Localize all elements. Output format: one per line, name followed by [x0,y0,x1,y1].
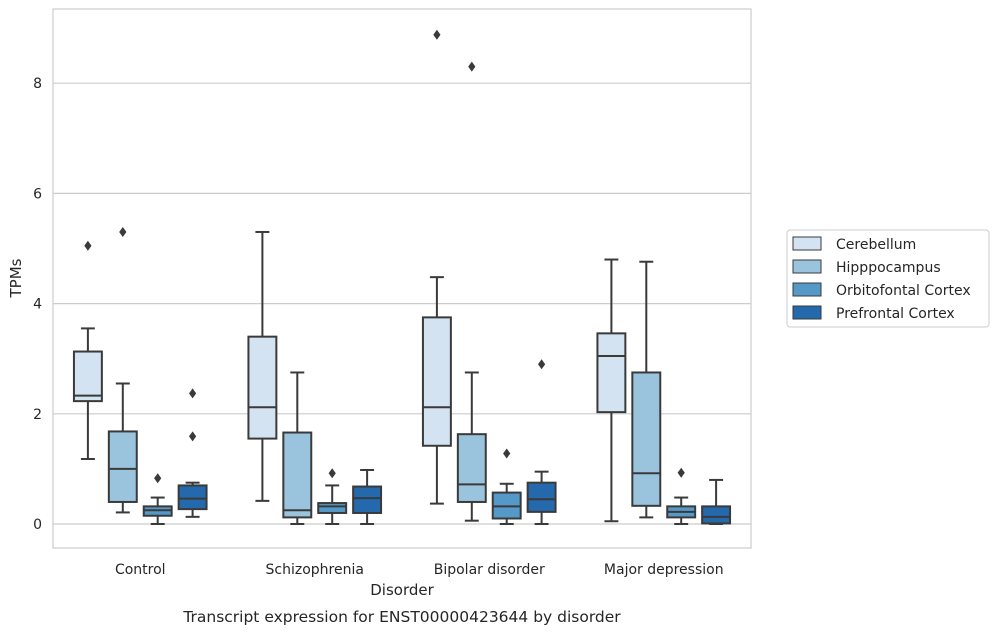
box-0-1 [107,226,138,514]
box-1-3 [352,469,383,525]
outlier-point [538,359,546,370]
outlier-point [189,431,197,442]
outlier-point [677,467,685,478]
chart-title: Transcript expression for ENST0000042364… [182,608,621,626]
iqr-box [282,431,313,519]
iqr-box [72,350,103,403]
legend-swatch [792,305,822,320]
legend-swatch [792,259,822,274]
legend-label: Prefrontal Cortex [836,306,955,322]
box-2-0 [421,29,452,505]
y-tick-label: 2 [33,407,42,423]
iqr-box [701,505,732,525]
box-0-2 [142,473,173,525]
legend-label: Hipppocampus [836,260,941,276]
y-tick-label: 4 [33,297,42,313]
box-1-0 [247,230,278,502]
y-tick-label: 6 [33,186,42,202]
box-1-1 [282,371,313,525]
x-tick-label: Control [115,562,166,578]
box-3-0 [596,258,627,523]
x-tick-label: Major depression [604,562,724,578]
box-3-1 [631,260,662,519]
iqr-box [456,433,487,503]
outlier-point [328,468,336,479]
legend-swatch [792,282,822,297]
x-tick-label: Bipolar disorder [434,562,545,578]
iqr-box [421,316,452,447]
outlier-point [433,29,441,40]
iqr-box [177,484,208,511]
box-2-3 [526,359,557,525]
iqr-box [107,430,138,503]
legend-label: Orbitofontal Cortex [836,283,971,299]
legend-swatch [792,236,822,251]
y-tick-label: 8 [33,76,42,92]
box-3-2 [666,467,697,525]
box-1-2 [317,468,348,525]
box-0-0 [72,240,103,460]
iqr-box [247,335,278,440]
iqr-box [596,332,627,414]
iqr-box [317,502,348,514]
outlier-point [154,473,162,484]
box-groups [72,29,732,525]
x-tick-labels: Control Schizophrenia Bipolar disorder Majo… [115,562,724,578]
box-0-3 [177,388,208,518]
outlier-point [84,240,92,251]
outlier-point [503,448,511,459]
y-axis-label: TPMs [7,258,25,298]
legend-frame [786,229,990,328]
y-tick-labels: 0 2 4 6 8 [33,76,42,533]
x-axis-label: Disorder [370,581,434,599]
iqr-box [352,485,383,514]
x-tick-label: Schizophrenia [266,562,364,578]
plot-area-frame [52,8,752,549]
box-3-3 [701,478,732,525]
iqr-box [526,481,557,513]
iqr-box [631,371,662,507]
box-2-2 [491,448,522,525]
outlier-point [468,61,476,72]
legend: Cerebellum Hipppocampus Orbitofontal Corte… [786,229,990,328]
box-2-1 [456,61,487,522]
legend-label: Cerebellum [836,237,916,253]
outlier-point [119,226,127,237]
outlier-point [189,388,197,399]
y-tick-label: 0 [33,517,42,533]
